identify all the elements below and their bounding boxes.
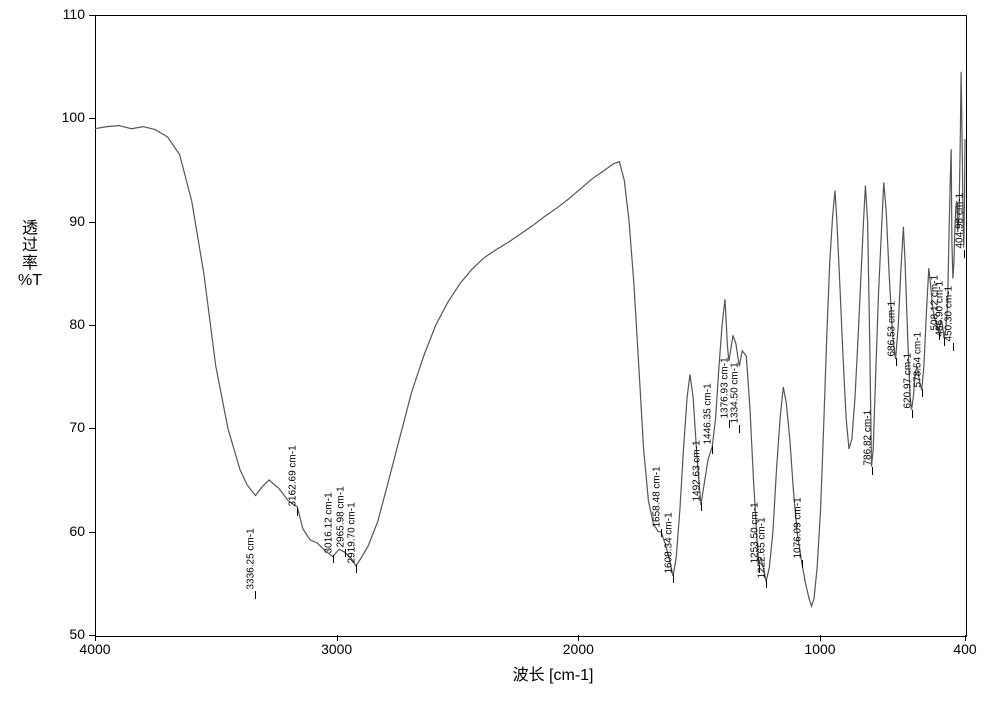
peak-marker xyxy=(661,529,662,537)
peak-marker xyxy=(739,425,740,433)
peak-marker xyxy=(712,446,713,454)
peak-marker xyxy=(333,555,334,563)
peak-marker xyxy=(766,580,767,588)
peak-label: 3162.69 cm-1 xyxy=(288,445,299,506)
ir-spectrum-chart: 透 过 率 %T 波长 [cm-1] 5060708090100110 4000… xyxy=(0,0,1000,708)
peak-marker xyxy=(701,503,702,511)
peak-label: 1222.65 cm-1 xyxy=(757,518,768,579)
peak-marker xyxy=(356,565,357,573)
spectrum-curve-svg xyxy=(0,0,985,655)
x-axis-title: 波长 [cm-1] xyxy=(513,661,594,685)
peak-label: 1446.35 cm-1 xyxy=(703,383,714,444)
peak-label: 1334.50 cm-1 xyxy=(730,363,741,424)
peak-label: 450.30 cm-1 xyxy=(943,286,954,342)
peak-label: 578.54 cm-1 xyxy=(912,332,923,388)
peak-label: 786.82 cm-1 xyxy=(862,410,873,466)
peak-label: 1076.09 cm-1 xyxy=(792,497,803,558)
peak-marker xyxy=(872,467,873,475)
peak-label: 620.97 cm-1 xyxy=(902,353,913,409)
peak-label: 1492.63 cm-1 xyxy=(691,440,702,501)
peak-label: 1658.48 cm-1 xyxy=(651,466,662,527)
peak-marker xyxy=(922,389,923,397)
peak-label: 3016.12 cm-1 xyxy=(323,492,334,553)
peak-label: 1608.34 cm-1 xyxy=(663,513,674,574)
peak-marker xyxy=(255,591,256,599)
peak-label: 3336.25 cm-1 xyxy=(246,528,257,589)
peak-marker xyxy=(896,358,897,366)
peak-marker xyxy=(964,250,965,258)
peak-label: 2965.98 cm-1 xyxy=(335,487,346,548)
spectrum-path xyxy=(95,72,965,606)
peak-label: 686.53 cm-1 xyxy=(886,301,897,357)
peak-marker xyxy=(802,560,803,568)
peak-marker xyxy=(953,343,954,351)
peak-marker xyxy=(673,575,674,583)
peak-label: 404.98 cm-1 xyxy=(954,193,965,249)
peak-marker xyxy=(297,508,298,516)
peak-label: 2919.70 cm-1 xyxy=(347,502,358,563)
peak-marker xyxy=(912,410,913,418)
